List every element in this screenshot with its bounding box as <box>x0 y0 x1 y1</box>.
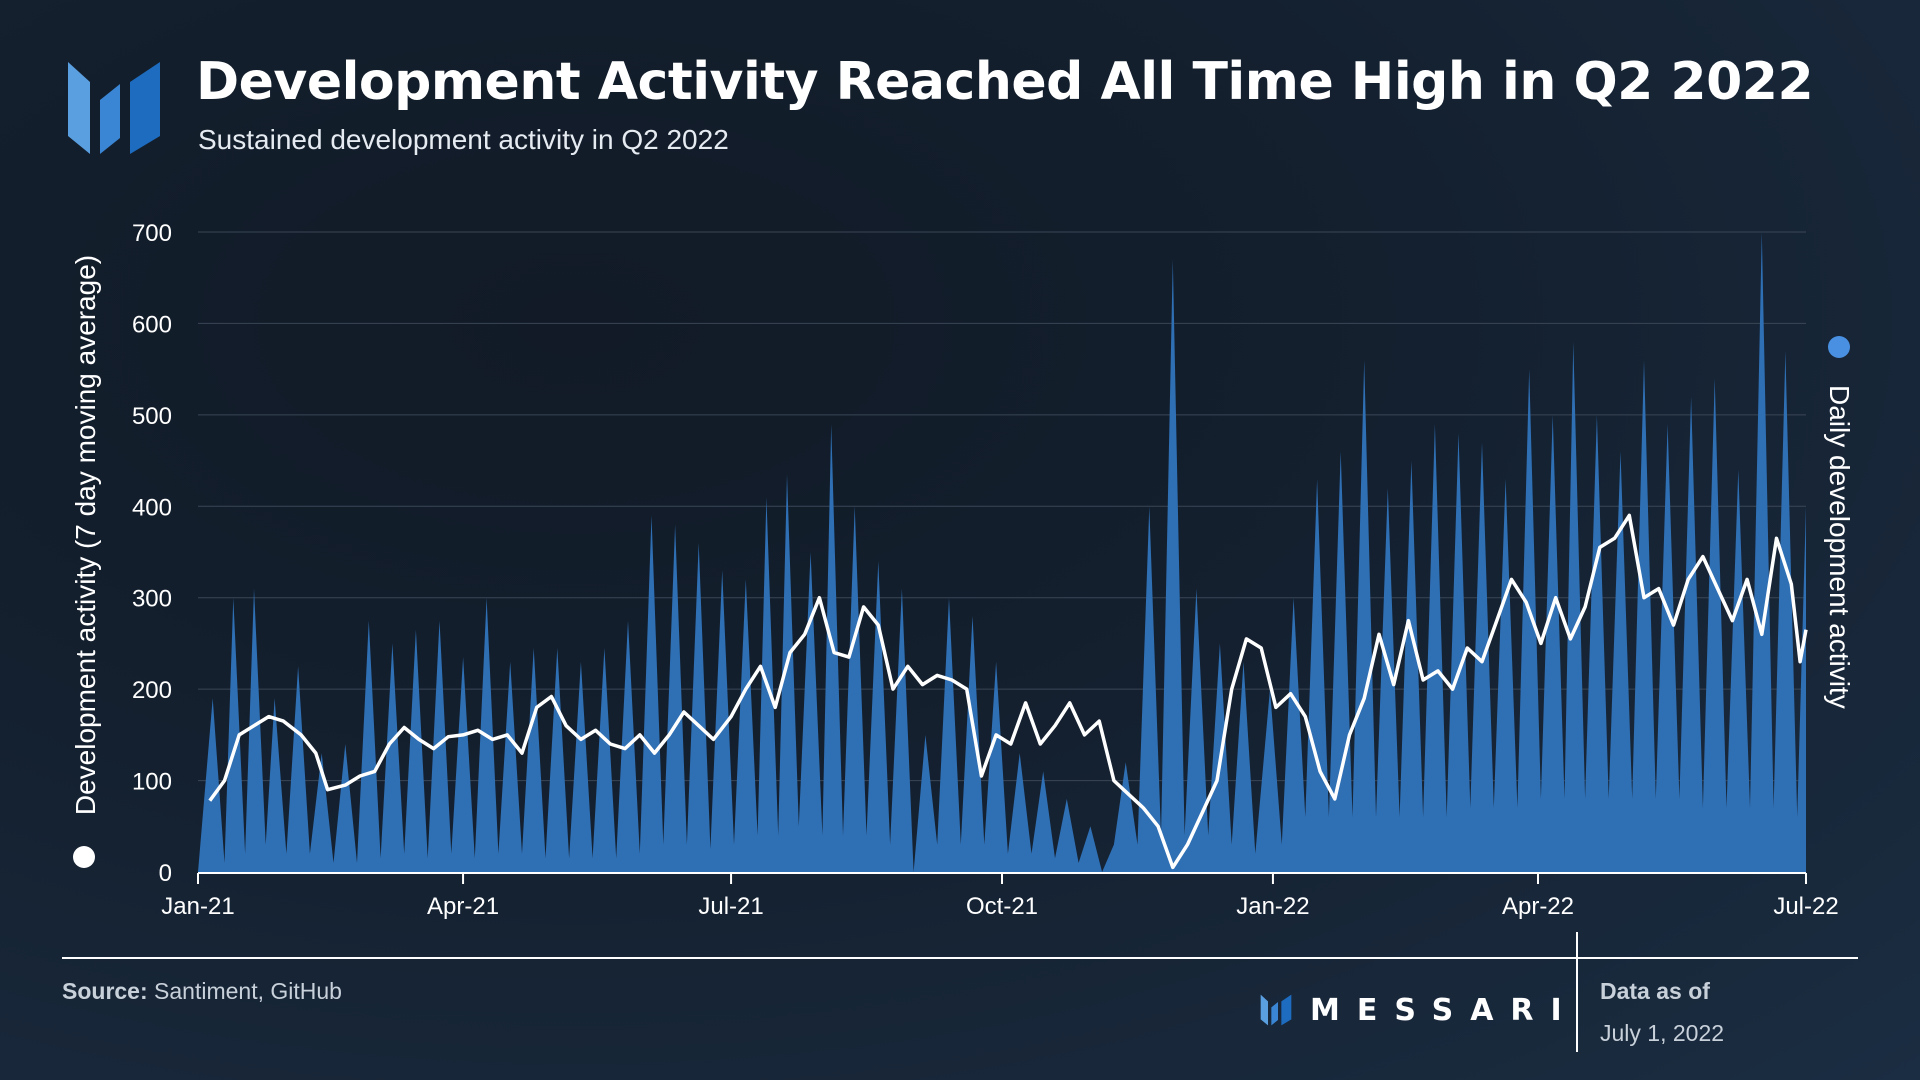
brand-name: MESSARI <box>1310 992 1579 1028</box>
moving-average-line <box>208 513 1808 870</box>
daily-activity-area <box>198 232 1806 872</box>
y-axis-label-left: Development activity (7 day moving avera… <box>70 255 101 815</box>
y-tick-label: 0 <box>159 860 172 887</box>
y-tick-label: 200 <box>132 677 172 704</box>
y-tick-label: 700 <box>132 220 172 247</box>
x-tick-label: Apr-21 <box>427 893 499 920</box>
legend-dot-moving-average <box>73 846 95 868</box>
messari-logo-icon <box>68 62 160 154</box>
development-activity-chart: Jan-21 Apr-21 Jul-21 Oct-21 Jan-22 Apr-22 Jul-… <box>70 220 1855 920</box>
y-tick-label: 100 <box>132 769 172 796</box>
x-tick-label: Jul-22 <box>1773 893 1838 920</box>
x-axis-ticks: Jan-21 Apr-21 Jul-21 Oct-21 Jan-22 Apr-22 Jul-… <box>161 873 1839 920</box>
data-as-of-date: July 1, 2022 <box>1600 1020 1725 1046</box>
footer-divider <box>62 957 1858 959</box>
x-tick-label: Apr-22 <box>1502 893 1574 920</box>
messari-brand: MESSARI <box>1258 990 1579 1030</box>
messari-small-logo-icon <box>1260 994 1292 1026</box>
y-tick-label: 300 <box>132 586 172 613</box>
source-text: Santiment, GitHub <box>154 978 342 1004</box>
footer-vertical-divider <box>1576 932 1578 1052</box>
x-tick-label: Oct-21 <box>966 893 1038 920</box>
source-label: Source: <box>62 978 148 1004</box>
y-tick-label: 400 <box>132 494 172 521</box>
y-tick-label: 500 <box>132 403 172 430</box>
y-axis-label-right: Daily development activity <box>1824 385 1855 709</box>
x-tick-label: Jul-21 <box>698 893 763 920</box>
chart-subtitle: Sustained development activity in Q2 202… <box>198 124 729 155</box>
data-as-of-label: Data as of <box>1600 978 1710 1004</box>
source-note: Source: Santiment, GitHub <box>62 978 342 1005</box>
chart-title: Development Activity Reached All Time Hi… <box>196 52 1814 112</box>
y-tick-label: 600 <box>132 311 172 338</box>
x-tick-label: Jan-22 <box>1236 893 1309 920</box>
legend-dot-daily-activity <box>1828 336 1850 358</box>
x-tick-label: Jan-21 <box>161 893 234 920</box>
y-axis-ticks: 0 100 200 300 400 500 600 700 <box>132 220 172 887</box>
